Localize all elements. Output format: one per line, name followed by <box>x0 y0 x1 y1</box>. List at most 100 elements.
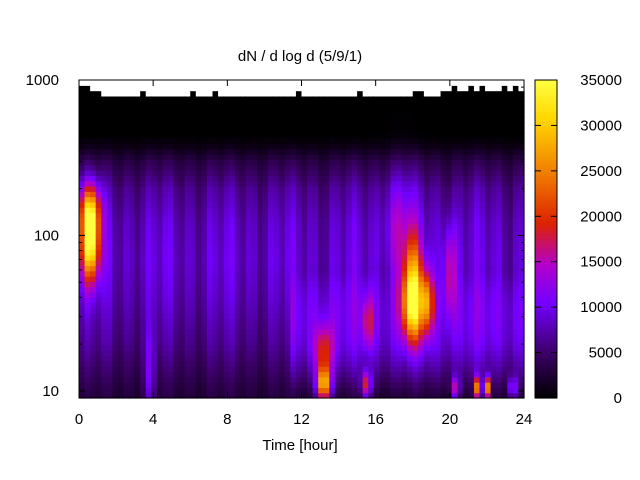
heat-cell <box>273 111 280 118</box>
heat-cell <box>446 180 453 187</box>
heat-cell <box>462 392 469 399</box>
heat-cell <box>229 201 236 208</box>
heat-cell <box>173 101 180 108</box>
heat-cell <box>240 164 247 171</box>
heat-cell <box>262 265 269 272</box>
heat-cell <box>90 186 97 192</box>
heat-cell-empty <box>123 90 130 97</box>
heat-cell <box>307 154 314 161</box>
heat-cell <box>329 345 336 351</box>
heat-cell <box>90 201 97 208</box>
heat-cell <box>407 260 414 267</box>
heat-cell <box>490 170 497 176</box>
heat-cell <box>407 117 414 123</box>
heat-cell <box>251 212 258 219</box>
heat-cell <box>384 387 392 394</box>
heat-cell <box>173 297 180 304</box>
heat-cell <box>129 366 136 373</box>
heat-cell <box>268 180 275 187</box>
heat-cell <box>273 101 280 108</box>
heat-cell <box>468 90 475 97</box>
heat-cell <box>346 366 353 373</box>
heat-cell <box>284 117 291 123</box>
heat-cell <box>106 239 113 245</box>
heat-cell <box>179 276 186 282</box>
heat-cell <box>323 254 330 261</box>
heat-cell <box>307 191 314 198</box>
heat-cell <box>346 376 353 383</box>
heat-cell <box>79 313 86 320</box>
heat-cell <box>268 217 275 224</box>
heat-cell <box>245 106 253 113</box>
heat-cell <box>117 281 125 288</box>
heat-cell-empty <box>240 90 247 97</box>
heat-cell <box>485 164 492 171</box>
colorbar-segment <box>535 207 557 211</box>
heat-cell-empty <box>101 85 108 92</box>
heat-cell <box>451 101 458 108</box>
heat-cell <box>423 281 431 288</box>
heat-cell <box>223 180 230 187</box>
heat-cell <box>229 329 236 335</box>
heat-cell <box>473 122 481 129</box>
heat-cell <box>346 360 353 367</box>
heat-cell <box>145 233 152 240</box>
heat-cell <box>173 292 180 298</box>
heat-cell <box>179 376 186 383</box>
heat-cell <box>462 106 469 113</box>
heat-cell <box>290 111 297 118</box>
heat-cell <box>106 191 113 198</box>
heat-cell <box>90 244 97 251</box>
heat-cell <box>117 196 125 203</box>
heat-cell <box>340 292 347 298</box>
heat-cell <box>501 191 508 198</box>
heat-cell <box>329 276 336 282</box>
heat-cell <box>373 239 380 245</box>
heat-cell <box>229 286 236 293</box>
heat-cell <box>123 233 130 240</box>
heat-cell <box>462 323 469 330</box>
heat-cell <box>234 201 241 208</box>
heat-cell <box>462 366 469 373</box>
heat-cell <box>440 313 447 320</box>
heat-cell <box>334 127 342 134</box>
heat-cell <box>184 254 191 261</box>
heat-cell <box>407 148 414 155</box>
heat-cell <box>101 191 108 198</box>
heat-cell <box>407 111 414 118</box>
heat-cell-empty <box>401 80 408 86</box>
heat-cell <box>334 154 342 161</box>
heat-cell <box>229 122 236 129</box>
heat-cell <box>323 345 330 351</box>
heat-cell <box>117 154 125 161</box>
heat-cell <box>485 307 492 314</box>
heat-cell <box>190 90 197 97</box>
heat-cell <box>334 387 342 394</box>
heat-cell <box>384 191 392 198</box>
heat-cell <box>234 302 241 309</box>
heat-cell <box>501 376 508 383</box>
heat-cell <box>240 260 247 267</box>
heat-cell <box>479 186 486 192</box>
heat-cell <box>268 281 275 288</box>
heat-cell <box>507 90 514 97</box>
heat-cell <box>145 249 152 256</box>
heat-cell <box>184 334 191 341</box>
heat-cell <box>101 95 108 102</box>
heat-cell <box>201 382 208 388</box>
heat-cell <box>112 270 119 277</box>
heat-cell <box>251 207 258 214</box>
heat-cell <box>512 292 520 298</box>
heat-cell <box>190 159 197 166</box>
heat-cell <box>106 212 113 219</box>
colorbar-segment <box>535 143 557 147</box>
heat-cell <box>234 329 241 335</box>
heat-cell <box>273 302 280 309</box>
heat-cell <box>340 339 347 346</box>
heat-cell <box>384 339 392 346</box>
heat-cell <box>95 111 102 118</box>
heat-cell <box>401 323 408 330</box>
colorbar-segment <box>535 350 557 354</box>
colorbar-segment <box>535 358 557 362</box>
heat-cell <box>412 138 419 145</box>
